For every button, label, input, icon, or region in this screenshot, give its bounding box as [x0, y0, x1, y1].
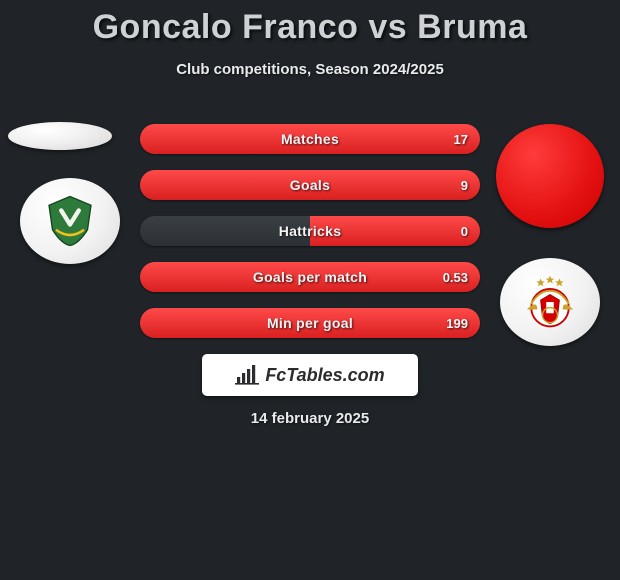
- stat-value-right: 9: [461, 170, 468, 200]
- stat-value-right: 0.53: [443, 262, 468, 292]
- title-player2: Bruma: [417, 8, 527, 46]
- brand-box: FcTables.com: [202, 354, 418, 396]
- date-line: 14 february 2025: [0, 410, 620, 427]
- stat-row: Goals9: [140, 170, 480, 200]
- crest-moreirense-icon: [42, 193, 98, 249]
- stat-label: Hattricks: [140, 216, 480, 246]
- title-vs: vs: [368, 8, 407, 46]
- player2-avatar-placeholder: [496, 124, 604, 228]
- player1-club-crest: [20, 178, 120, 264]
- crest-benfica-icon: [520, 272, 580, 332]
- stat-value-right: 199: [446, 308, 468, 338]
- stat-label: Goals per match: [140, 262, 480, 292]
- player2-club-crest: [500, 258, 600, 346]
- stat-row: Hattricks0: [140, 216, 480, 246]
- stat-row: Goals per match0.53: [140, 262, 480, 292]
- stat-row: Matches17: [140, 124, 480, 154]
- stat-label: Min per goal: [140, 308, 480, 338]
- subtitle: Club competitions, Season 2024/2025: [0, 61, 620, 78]
- stats-list: Matches17 Goals9 Hattricks0 Goals per match…: [140, 124, 480, 354]
- player1-avatar-placeholder: [8, 122, 112, 150]
- title-player1: Goncalo Franco: [93, 8, 359, 46]
- stat-value-right: 17: [454, 124, 468, 154]
- chart-icon: [235, 363, 259, 387]
- stat-label: Matches: [140, 124, 480, 154]
- stat-row: Min per goal199: [140, 308, 480, 338]
- comparison-title: Goncalo Franco vs Bruma: [0, 0, 620, 47]
- brand-text: FcTables.com: [265, 365, 384, 386]
- stat-value-right: 0: [461, 216, 468, 246]
- stat-label: Goals: [140, 170, 480, 200]
